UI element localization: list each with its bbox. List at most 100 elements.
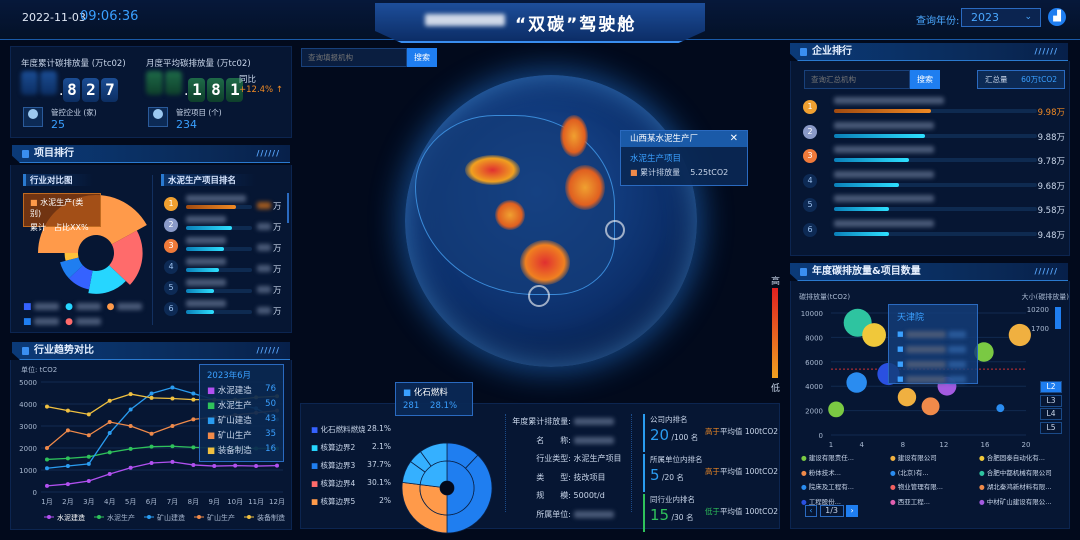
data-point	[191, 417, 196, 422]
year-select[interactable]: 2023 ⌄	[961, 8, 1041, 27]
pie-legend-item[interactable]: ■ 核算边界2 2.1%	[311, 442, 391, 452]
x-tick-label: 1月	[41, 498, 52, 506]
location-ripple[interactable]	[605, 220, 625, 240]
rose-segment	[60, 257, 83, 279]
close-icon[interactable]: ✕	[729, 133, 738, 144]
company-value: 9.48万	[1037, 230, 1065, 241]
list-item[interactable]: 6 万	[161, 300, 286, 320]
legend-item[interactable]: ● 西亚工程...	[890, 497, 930, 506]
project-rank-panel: 行业对比图 ■ 水泥生产(类别) 累计 占比XX% ■ ● ● ■ ● 水泥生产…	[10, 165, 292, 333]
bar-chart-button[interactable]: ▟	[1048, 8, 1066, 26]
data-point	[86, 454, 91, 459]
progress-bar	[186, 289, 252, 293]
legend-label: 水泥生产	[107, 513, 135, 522]
data-point	[191, 391, 196, 396]
next-page-button[interactable]: ›	[846, 505, 859, 517]
globe[interactable]	[405, 75, 697, 367]
x-tick-label: 5月	[125, 498, 136, 506]
detail-field: 名 称:	[509, 435, 629, 454]
section-title: 企业排行	[812, 46, 852, 57]
company-value: 9.78万	[1037, 157, 1065, 167]
yoy-number: +12.4%	[239, 85, 274, 95]
location-ripple[interactable]	[528, 285, 550, 307]
size-max-label: 10200	[1027, 306, 1049, 314]
detail-field: 类 型: 技改项目	[536, 472, 606, 482]
progress-bar	[834, 133, 1037, 138]
legend-item[interactable]: ● 湖北秦鸿新材料有限...	[979, 483, 1052, 491]
map-search: 搜索	[301, 48, 437, 67]
map-search-button[interactable]: 搜索	[407, 48, 437, 67]
list-item[interactable]: 4 9.68万	[801, 170, 1067, 193]
y-axis-label: 碳排放量(tCO2)	[799, 292, 850, 301]
legend-label: 水泥建造	[57, 513, 85, 522]
list-item[interactable]: 2 万	[161, 216, 286, 236]
emission-sunburst-chart	[401, 442, 493, 534]
list-item[interactable]: 6 9.48万	[801, 219, 1067, 242]
prev-page-button[interactable]: ‹	[805, 505, 817, 517]
legend-item[interactable]: ● 物业管理有限...	[890, 483, 943, 491]
enterprise-panel: 搜索 汇总量 60万tCO2 1 9.98万 2 9.88万 3 9.78万 4 …	[790, 61, 1070, 256]
list-item[interactable]: 5 9.58万	[801, 195, 1067, 217]
tooltip-row: ■ 水泥生产 50	[207, 399, 276, 411]
enterprise-label: 管控企业 (家)	[51, 108, 97, 117]
x-tick-label: 1	[829, 441, 833, 449]
digit: 8	[207, 78, 225, 102]
size-legend-label: 大小(碳排放量)	[1022, 292, 1070, 301]
pie-legend-item[interactable]: ■ 核算边界5 2%	[311, 496, 391, 506]
enterprise-search-button[interactable]: 搜索	[910, 70, 940, 89]
list-scrollbar[interactable]	[287, 193, 289, 223]
x-tick-label: 4	[860, 441, 865, 449]
legend-item[interactable]: ● 建设有限公司	[890, 454, 937, 462]
trend-tooltip: 2023年6月 ■ 水泥建造 76 ■ 水泥生产 50 ■ 矿山建造 43 ■ 矿山生产 35…	[199, 364, 284, 462]
bar-chart-icon: ▟	[1053, 11, 1061, 22]
level-button[interactable]: L5	[1040, 421, 1062, 434]
company-name-redacted	[834, 146, 934, 153]
list-item[interactable]: 5 万	[161, 279, 286, 299]
list-item[interactable]: 1 万	[161, 195, 286, 215]
level-button[interactable]: L4	[1040, 408, 1062, 420]
data-point	[233, 463, 238, 468]
chevron-down-icon: ⌄	[1024, 12, 1032, 22]
legend-item[interactable]: ● (北京)有...	[890, 468, 929, 477]
section-title: 项目排行	[34, 148, 74, 159]
project-rank-header: 项目排行 //////	[12, 145, 290, 163]
map-search-input[interactable]	[301, 48, 407, 67]
legend-item[interactable]: ● 中材矿山建设有限公...	[979, 497, 1052, 506]
header-time: 09:06:36	[80, 9, 139, 24]
medal-icon: 1	[164, 197, 178, 211]
legend-item[interactable]: ● 院床及工程有...	[801, 483, 854, 491]
pie-legend-item[interactable]: ■ 核算边界3 37.7%	[311, 460, 391, 470]
legend-item[interactable]: ● 合肥固泰自动化有...	[979, 454, 1045, 462]
bubble	[828, 401, 845, 418]
pager: ‹ 1/3 ›	[805, 505, 859, 517]
level-button[interactable]: L3	[1040, 394, 1062, 407]
legend-item[interactable]: ● 建设有限责任...	[801, 454, 854, 462]
list-item[interactable]: 2 9.88万	[801, 121, 1067, 144]
level-button[interactable]: L2	[1040, 381, 1062, 393]
rank-badge: 6	[803, 222, 817, 237]
total-box: 汇总量 60万tCO2	[977, 70, 1065, 89]
data-point	[107, 450, 112, 455]
y-tick-label: 0	[819, 432, 823, 440]
pie-legend-item[interactable]: ■ 核算边界4 30.1%	[311, 478, 391, 488]
pie-legend-item[interactable]: ■ 化石燃料燃烧 28.1%	[311, 424, 391, 434]
section-title: 行业趋势对比	[34, 345, 94, 356]
list-item[interactable]: 3 9.78万	[801, 146, 1067, 168]
y-tick-label: 6000	[805, 359, 823, 367]
legend-item[interactable]: ● 粉体技术...	[801, 468, 841, 477]
legend-item[interactable]: ● 工程股份...	[801, 497, 841, 506]
progress-bar	[834, 158, 1037, 162]
sunburst-tooltip: ■ 化石燃料 281 28.1%	[395, 382, 473, 416]
tooltip-name: ■ 化石燃料	[403, 388, 448, 398]
data-point	[170, 396, 175, 401]
enterprise-header: 企业排行 //////	[790, 43, 1068, 61]
y-tick-label: 1000	[19, 467, 37, 475]
list-item[interactable]: 1 9.98万	[801, 97, 1067, 119]
list-item[interactable]: 4 万	[161, 258, 286, 278]
monthly-label: 月度平均碳排放量 (万tc02)	[146, 59, 251, 69]
legend-item[interactable]: ● 合肥中都机械有限公司	[979, 468, 1052, 477]
rank-block: 所属单位内排名 5 /20 名高于平均值 100tCO2	[643, 454, 778, 492]
medal-icon: 1	[803, 100, 817, 114]
list-item[interactable]: 3 万	[161, 237, 286, 257]
enterprise-search-input[interactable]	[804, 70, 910, 89]
